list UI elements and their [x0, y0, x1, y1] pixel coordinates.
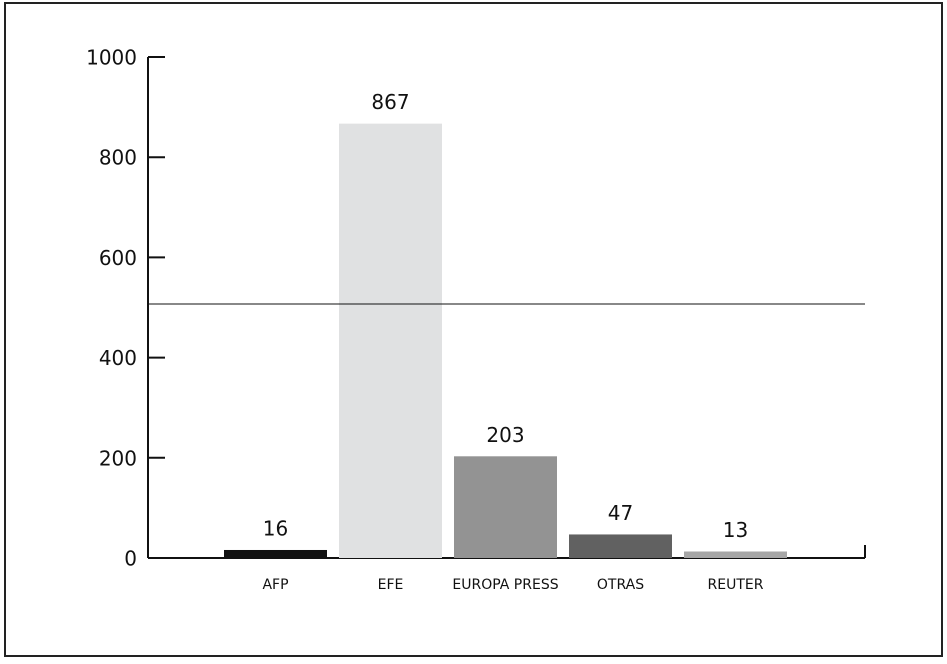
y-tick-label: 1000 — [86, 46, 137, 70]
value-label: 867 — [371, 90, 409, 114]
x-tick-label: REUTER — [708, 577, 764, 593]
value-label: 203 — [486, 423, 524, 447]
y-tick-label: 800 — [99, 146, 137, 170]
value-label: 13 — [723, 518, 748, 542]
x-tick-label: EFE — [378, 577, 404, 593]
value-label: 47 — [608, 501, 633, 525]
y-tick-label: 200 — [99, 446, 137, 470]
x-tick-label: EUROPA PRESS — [452, 577, 558, 593]
bar — [454, 456, 557, 558]
bar — [569, 534, 672, 558]
bar — [339, 123, 442, 559]
y-tick-label: 400 — [99, 346, 137, 370]
x-tick-label: OTRAS — [597, 577, 644, 593]
y-tick-label: 0 — [124, 547, 137, 571]
bar — [224, 549, 327, 558]
y-tick-label: 600 — [99, 246, 137, 270]
value-label: 16 — [263, 516, 288, 540]
x-tick-label: AFP — [262, 577, 288, 593]
bar — [684, 551, 787, 558]
